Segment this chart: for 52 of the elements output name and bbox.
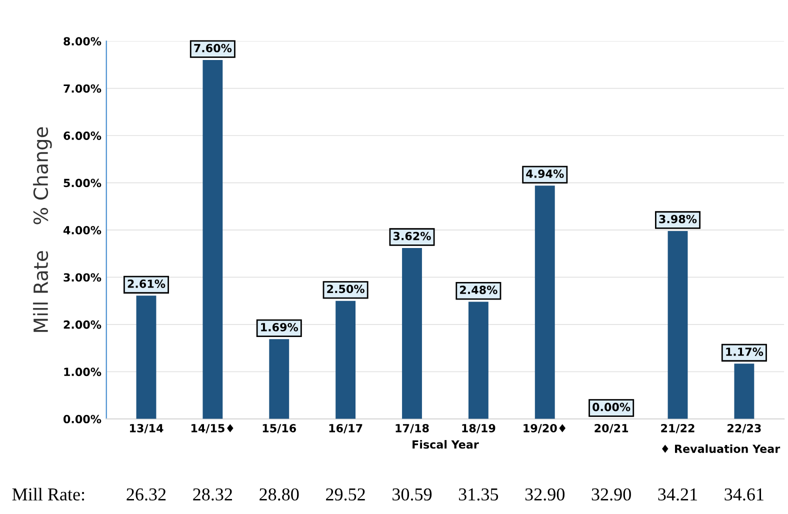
x-tick-label: 14/15♦ bbox=[191, 424, 234, 434]
bar bbox=[269, 339, 290, 419]
y-tick-label: 0.00% bbox=[64, 414, 102, 424]
x-tick-label: 16/17 bbox=[329, 424, 362, 434]
y-axis-title: Mill Rate % Change bbox=[33, 127, 52, 332]
data-label: 7.60% bbox=[194, 44, 232, 52]
x-axis-title: Fiscal Year bbox=[412, 440, 479, 449]
x-tick-label: 19/20♦ bbox=[524, 424, 566, 434]
bar bbox=[202, 60, 223, 419]
text: 32.90 bbox=[592, 488, 631, 501]
text: 26.32 bbox=[126, 488, 166, 501]
text: 29.52 bbox=[326, 488, 365, 501]
data-label: 3.98% bbox=[659, 214, 697, 224]
data-label: 2.61% bbox=[128, 280, 166, 288]
bar bbox=[468, 302, 488, 419]
y-tick-label: 2.00% bbox=[64, 320, 102, 329]
bar bbox=[734, 364, 754, 419]
data-label: 2.50% bbox=[327, 284, 364, 294]
bar bbox=[402, 248, 422, 419]
x-tick-label: 20/21 bbox=[594, 424, 628, 434]
x-tick-label: 13/14 bbox=[130, 424, 164, 434]
bar bbox=[668, 230, 688, 419]
y-tick-label: 6.00% bbox=[64, 132, 102, 140]
bar bbox=[136, 296, 156, 419]
bar bbox=[534, 186, 555, 419]
y-tick-label: 8.00% bbox=[64, 37, 102, 46]
text: 28.32 bbox=[193, 488, 232, 501]
text: 34.61 bbox=[724, 488, 764, 501]
y-tick-label: 7.00% bbox=[64, 84, 102, 93]
x-tick-label: 22/23 bbox=[728, 424, 761, 434]
y-tick-label: 5.00% bbox=[64, 178, 102, 188]
bar bbox=[336, 300, 356, 419]
x-tick-label: 17/18 bbox=[396, 424, 429, 434]
text: 34.21 bbox=[658, 488, 697, 501]
x-tick-label: 18/19 bbox=[462, 424, 496, 434]
x-tick-label: 15/16 bbox=[262, 424, 296, 434]
x-tick-label: 21/22 bbox=[661, 424, 694, 434]
data-label: 4.94% bbox=[526, 170, 564, 178]
y-tick-label: 1.00% bbox=[64, 368, 102, 376]
y-tick-label: 3.00% bbox=[64, 273, 102, 282]
data-label: 2.48% bbox=[460, 286, 498, 294]
text: 31.35 bbox=[458, 488, 498, 501]
text: ♦ Revaluation Year bbox=[662, 444, 780, 453]
text: 32.90 bbox=[525, 488, 565, 501]
data-label: 1.69% bbox=[261, 322, 298, 332]
text: 28.80 bbox=[260, 488, 299, 501]
data-label: 0.00% bbox=[592, 402, 630, 412]
data-label: 3.62% bbox=[393, 232, 431, 240]
text: Mill Rate: bbox=[12, 488, 84, 501]
data-label: 1.17% bbox=[726, 348, 764, 356]
text: 30.59 bbox=[392, 488, 432, 501]
y-tick-label: 4.00% bbox=[63, 226, 102, 234]
